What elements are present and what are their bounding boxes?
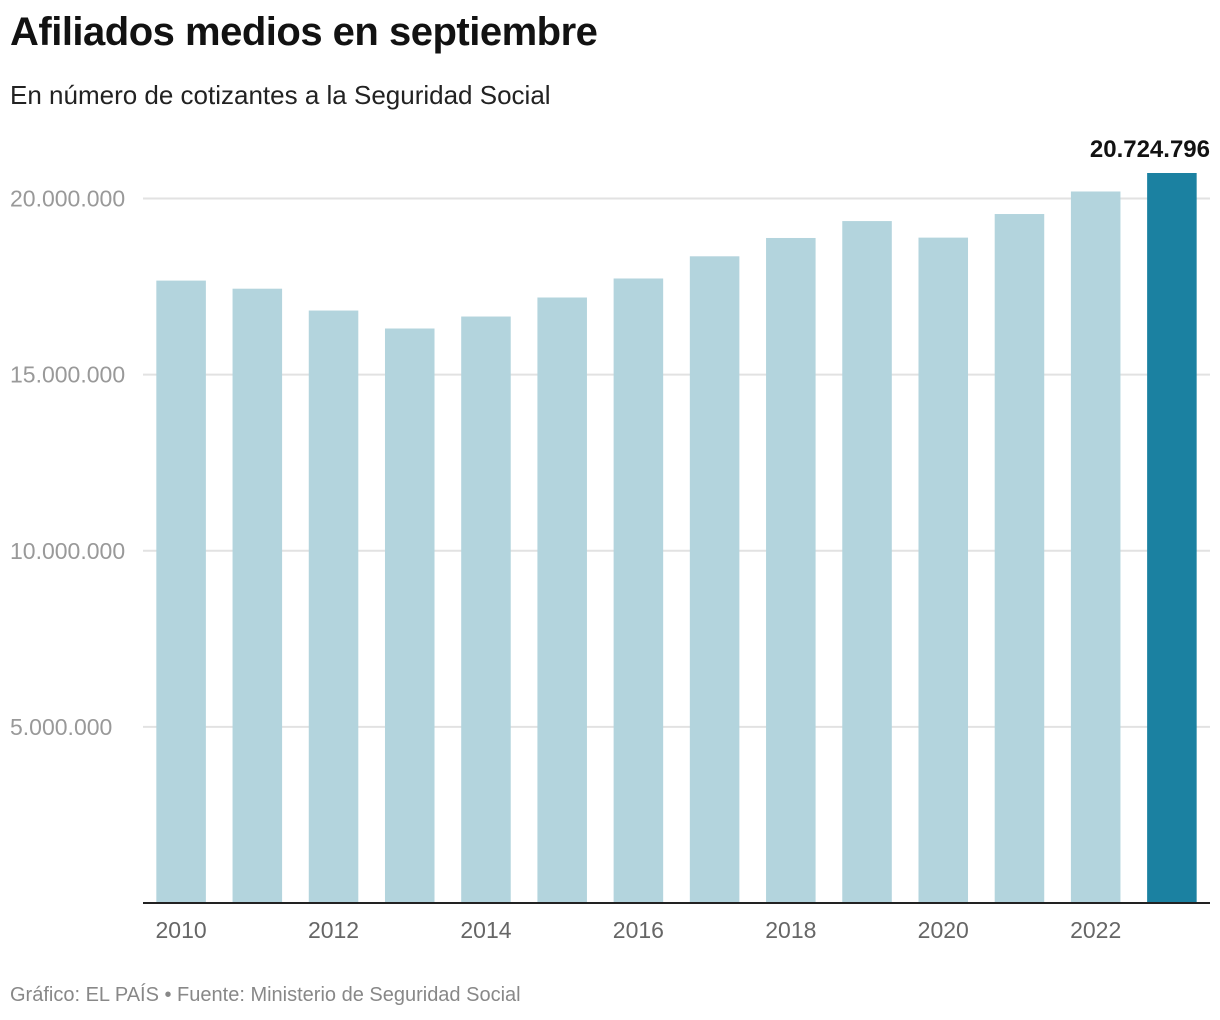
x-tick-label: 2012 — [308, 917, 359, 943]
y-tick-label: 15.000.000 — [10, 362, 125, 388]
x-tick-label: 2022 — [1070, 917, 1121, 943]
y-tick-label: 5.000.000 — [10, 714, 112, 740]
bar-2011 — [232, 288, 283, 903]
bar-2019 — [842, 221, 892, 904]
chart-subtitle: En número de cotizantes a la Seguridad S… — [10, 80, 551, 110]
bar-2013 — [384, 328, 435, 903]
bar-2016 — [613, 278, 664, 904]
x-tick-label: 2016 — [613, 917, 664, 943]
bar-2023 — [1147, 173, 1197, 903]
bar-2021 — [994, 214, 1045, 903]
labels: 5.000.000 10.000.000 15.000.000 20.000.000 2… — [10, 136, 1210, 943]
bars — [156, 173, 1197, 904]
bar-2018 — [766, 237, 816, 904]
data-label: 20.724.796 — [1090, 136, 1210, 163]
chart-title: Afiliados medios en septiembre — [10, 10, 598, 54]
bar-2020 — [918, 237, 969, 904]
x-tick-label: 2018 — [765, 917, 816, 943]
bar-2015 — [537, 297, 587, 903]
bar-2010 — [156, 280, 206, 904]
bar-2012 — [308, 310, 359, 903]
gridlines — [143, 197, 1210, 728]
bar-2022 — [1070, 191, 1121, 903]
y-tick-label: 10.000.000 — [10, 538, 125, 564]
bar-2017 — [689, 256, 740, 904]
bar-2014 — [461, 316, 511, 904]
y-tick-label: 20.000.000 — [10, 186, 125, 212]
x-tick-label: 2010 — [156, 917, 207, 943]
source-credit: Gráfico: EL PAÍS • Fuente: Ministerio de… — [10, 984, 521, 1006]
x-tick-label: 2014 — [460, 917, 511, 943]
x-tick-label: 2020 — [918, 917, 969, 943]
